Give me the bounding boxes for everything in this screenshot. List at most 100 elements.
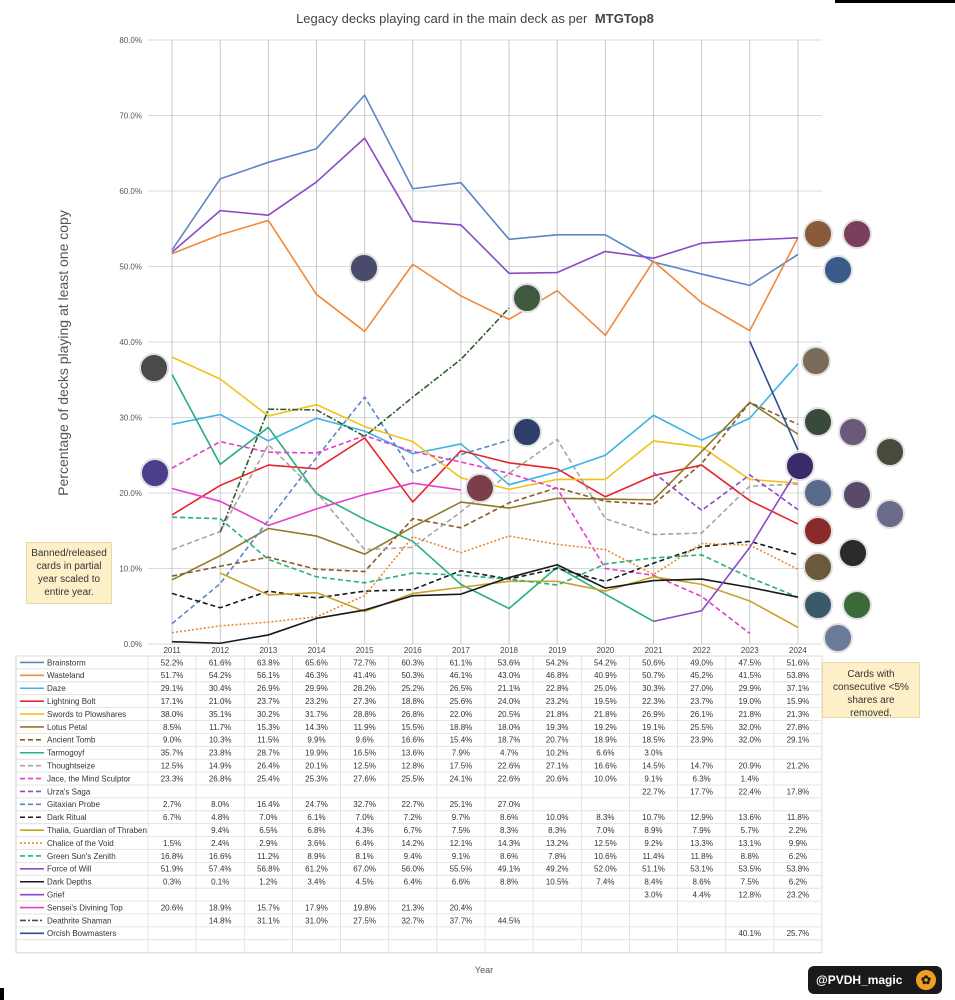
data-label: 25.5% — [690, 723, 713, 732]
data-label: 1.2% — [259, 878, 277, 887]
card-art-icon — [842, 480, 872, 510]
legend-entry: Jace, the Mind Sculptor — [47, 774, 131, 783]
data-label: 13.2% — [546, 839, 569, 848]
data-label: 16.5% — [353, 749, 376, 758]
data-label: 1.4% — [741, 774, 759, 783]
data-label: 35.7% — [161, 749, 184, 758]
data-label: 26.9% — [257, 684, 280, 693]
x-tick-label: 2020 — [596, 646, 614, 655]
card-image-markers — [139, 219, 905, 653]
card-art-icon — [803, 407, 833, 437]
data-label: 10.0% — [546, 813, 569, 822]
data-label: 6.7% — [404, 826, 422, 835]
data-label: 27.8% — [787, 723, 810, 732]
data-label: 23.2% — [305, 697, 328, 706]
data-label: 11.4% — [642, 852, 664, 861]
data-label: 54.2% — [209, 671, 232, 680]
data-label: 7.5% — [452, 826, 470, 835]
data-label: 0.3% — [163, 878, 181, 887]
data-label: 20.4% — [450, 903, 473, 912]
y-tick-label: 50.0% — [119, 263, 142, 272]
legend-entry: Dark Ritual — [47, 813, 87, 822]
data-label: 12.8% — [401, 761, 424, 770]
data-label: 20.5% — [498, 710, 521, 719]
series-line — [171, 219, 799, 337]
chart-title-main: Legacy decks playing card in the main de… — [296, 11, 588, 26]
data-label: 22.3% — [642, 697, 665, 706]
card-art-icon — [823, 255, 853, 285]
data-label: 8.0% — [211, 800, 229, 809]
series-line — [171, 540, 799, 609]
data-label: 9.9% — [307, 736, 325, 745]
x-tick-label: 2018 — [500, 646, 518, 655]
card-art-icon — [875, 437, 905, 467]
x-tick-label: 2013 — [259, 646, 277, 655]
series-line — [172, 516, 799, 598]
data-label: 18.8% — [450, 723, 473, 732]
card-art-icon — [875, 499, 905, 529]
data-label: 9.4% — [404, 852, 422, 861]
data-label: 17.1% — [161, 697, 184, 706]
data-label: 9.0% — [163, 736, 181, 745]
data-label: 6.2% — [789, 852, 807, 861]
data-label: 54.2% — [546, 658, 569, 667]
data-label: 15.9% — [787, 697, 810, 706]
series-line — [653, 471, 799, 512]
data-label: 7.9% — [693, 826, 711, 835]
data-label: 22.0% — [450, 710, 473, 719]
series-line — [171, 437, 799, 525]
data-label: 4.4% — [693, 890, 711, 899]
card-art-icon — [842, 219, 872, 249]
data-label: 22.6% — [498, 774, 521, 783]
data-label: 29.1% — [161, 684, 184, 693]
data-label: 6.7% — [163, 813, 181, 822]
data-label: 11.8% — [691, 852, 713, 861]
data-label: 47.5% — [738, 658, 761, 667]
chart-title: Legacy decks playing card in the main de… — [296, 11, 654, 26]
legend-entry: Swords to Plowshares — [47, 710, 126, 719]
data-label: 35.1% — [209, 710, 232, 719]
data-label: 27.0% — [690, 684, 713, 693]
legend-entry: Sensei's Divining Top — [47, 903, 123, 912]
data-label: 21.1% — [498, 684, 521, 693]
note-banned-scaled: Banned/released cards in partial year sc… — [26, 542, 112, 604]
series-line — [171, 374, 654, 623]
data-label: 22.8% — [546, 684, 569, 693]
card-art-icon — [803, 478, 833, 508]
data-label: 20.1% — [305, 761, 328, 770]
data-label: 52.0% — [594, 865, 617, 874]
data-label: 22.6% — [498, 761, 521, 770]
legend-entry: Green Sun's Zenith — [47, 852, 116, 861]
y-tick-label: 60.0% — [119, 187, 142, 196]
data-label: 14.7% — [690, 761, 713, 770]
data-label: 18.9% — [209, 903, 232, 912]
data-label: 21.3% — [787, 710, 810, 719]
data-label: 19.9% — [305, 749, 328, 758]
data-label: 27.5% — [353, 916, 376, 925]
card-art-icon — [838, 538, 868, 568]
series-line — [653, 468, 799, 623]
data-label: 7.9% — [452, 749, 470, 758]
data-label: 21.8% — [738, 710, 761, 719]
data-label: 61.2% — [305, 865, 328, 874]
data-label: 11.2% — [257, 852, 279, 861]
data-label: 26.9% — [642, 710, 665, 719]
data-label: 7.0% — [596, 826, 614, 835]
legend-entry: Brainstorm — [47, 658, 86, 667]
data-label: 24.7% — [305, 800, 328, 809]
y-tick-label: 70.0% — [119, 112, 142, 121]
y-tick-label: 0.0% — [124, 640, 142, 649]
legend-entry: Lotus Petal — [47, 723, 87, 732]
data-label: 23.2% — [546, 697, 569, 706]
author-handle-badge: @PVDH_magic ✿ — [808, 966, 942, 994]
data-label: 18.9% — [594, 736, 617, 745]
data-label: 13.6% — [401, 749, 424, 758]
data-label: 28.8% — [353, 710, 376, 719]
card-art-icon — [823, 623, 853, 653]
card-art-icon — [349, 253, 379, 283]
data-label: 53.5% — [738, 865, 761, 874]
data-label: 6.3% — [693, 774, 711, 783]
data-label: 27.1% — [546, 761, 569, 770]
data-label: 41.5% — [738, 671, 761, 680]
